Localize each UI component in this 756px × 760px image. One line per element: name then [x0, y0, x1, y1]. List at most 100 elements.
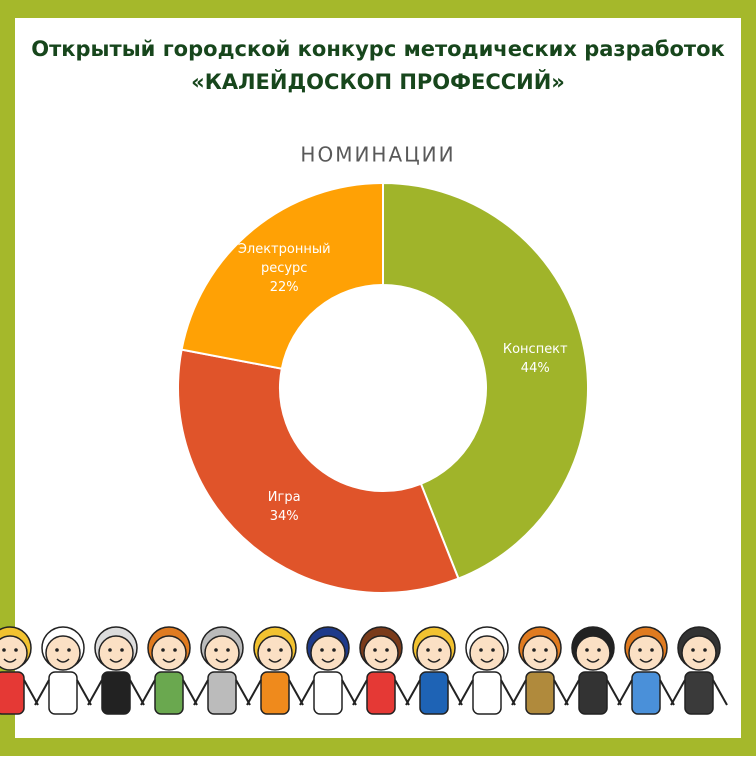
kid-arm	[140, 679, 156, 706]
kid-eye	[320, 648, 324, 652]
kid-body	[0, 671, 25, 715]
kid-arm	[23, 679, 39, 706]
kid-head	[681, 635, 717, 671]
kid-smile	[586, 658, 600, 663]
kid-body	[472, 671, 502, 715]
kid-head	[575, 635, 611, 671]
kid-body	[260, 671, 290, 715]
kid-head	[98, 635, 134, 671]
kid-arm	[246, 679, 262, 706]
kid-head	[363, 635, 399, 671]
kid-head	[151, 635, 187, 671]
kid-body	[313, 671, 343, 715]
kid-arm	[182, 679, 198, 706]
kid-eye	[650, 648, 654, 652]
slice-label: Игра 34%	[268, 490, 301, 525]
kid-eye	[173, 648, 177, 652]
kid-body	[207, 671, 237, 715]
kid-eye	[385, 648, 389, 652]
kid-head	[416, 635, 452, 671]
category-label: Электронный ресурс	[237, 242, 331, 277]
kid-body	[48, 671, 78, 715]
kid-smile	[692, 658, 706, 663]
kid-arm	[511, 679, 527, 706]
slice-label: Электронный ресурс 22%	[229, 239, 339, 299]
kid-arm	[659, 679, 675, 706]
panel	[15, 18, 741, 738]
kid-arm	[235, 679, 251, 706]
kid-smile	[427, 658, 441, 663]
kid-eye	[691, 648, 695, 652]
donut-slice	[382, 181, 589, 580]
kid-smile	[109, 658, 123, 663]
header-title: Открытый городской конкурс методических …	[31, 37, 725, 61]
kid-eye	[267, 648, 271, 652]
kid-arm	[670, 679, 686, 706]
kid-eye	[226, 648, 230, 652]
kid-arm	[405, 679, 421, 706]
kid-head	[0, 635, 28, 671]
kid-head	[469, 635, 505, 671]
kid-arm	[129, 679, 145, 706]
kid-arm	[76, 679, 92, 706]
kid-smile	[533, 658, 547, 663]
kid-eye	[373, 648, 377, 652]
kid-smile	[374, 658, 388, 663]
kid-smile	[268, 658, 282, 663]
kid-arm	[500, 679, 516, 706]
kid-eye	[332, 648, 336, 652]
kid-arm	[394, 679, 410, 706]
kid-arm	[606, 679, 622, 706]
kid-arm	[458, 679, 474, 706]
kid-body	[101, 671, 131, 715]
value-label: 44%	[520, 360, 550, 376]
kid-head	[310, 635, 346, 671]
kid-head	[45, 635, 81, 671]
kid-eye	[479, 648, 483, 652]
kid-smile	[480, 658, 494, 663]
value-label: 22%	[269, 280, 299, 296]
kids-illustration	[0, 626, 728, 715]
kid-arm	[299, 679, 315, 706]
kid-smile	[639, 658, 653, 663]
kid-eye	[14, 648, 18, 652]
donut-slice	[177, 348, 460, 594]
kid-smile	[215, 658, 229, 663]
kid-head	[522, 635, 558, 671]
kid-eye	[597, 648, 601, 652]
kid-eye	[438, 648, 442, 652]
slice-label-box: Конспект 44%	[480, 329, 590, 389]
kid-eye	[544, 648, 548, 652]
kid-head	[628, 635, 664, 671]
kid-smile	[162, 658, 176, 663]
kid-arm	[712, 679, 728, 706]
kid-arm	[288, 679, 304, 706]
kid-arm	[352, 679, 368, 706]
kid-arm	[87, 679, 103, 706]
kid-arm	[447, 679, 463, 706]
kid-smile	[321, 658, 335, 663]
value-label: 34%	[269, 509, 299, 525]
donut-chart: Конспект 44% Игра 34% Электронный ресурс 22%	[177, 181, 590, 594]
slice-label-box: Электронный ресурс 22%	[229, 239, 339, 299]
kid-smile	[3, 658, 17, 663]
kid-body	[419, 671, 449, 715]
kid-eye	[67, 648, 71, 652]
kid-head	[204, 635, 240, 671]
kid-eye	[214, 648, 218, 652]
slice-label: Конспект 44%	[480, 329, 590, 389]
kid-arm	[34, 679, 50, 706]
kid-eye	[120, 648, 124, 652]
kid-body	[631, 671, 661, 715]
kid-eye	[55, 648, 59, 652]
kid-arm	[553, 679, 569, 706]
kid-eye	[585, 648, 589, 652]
kid-body	[684, 671, 714, 715]
kid-eye	[638, 648, 642, 652]
kid-arm	[564, 679, 580, 706]
kid-eye	[108, 648, 112, 652]
kid-head	[257, 635, 293, 671]
kid-arm	[193, 679, 209, 706]
kid-eye	[426, 648, 430, 652]
